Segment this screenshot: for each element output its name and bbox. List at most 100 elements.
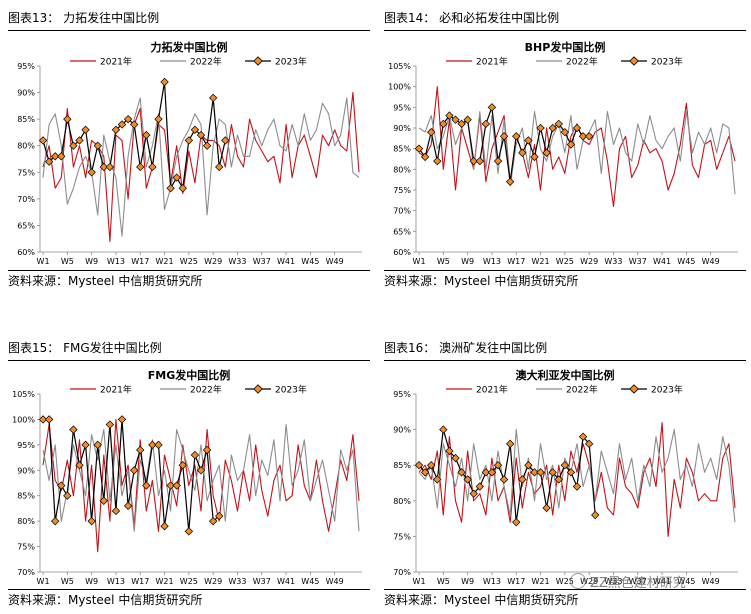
data-point [427,127,436,137]
x-tick-label: W25 [556,577,574,586]
y-tick-label: 95% [393,390,411,399]
data-point [487,103,497,112]
chart-title: FMG发中国比例 [148,368,231,382]
legend-marker [629,384,639,394]
data-point [38,136,48,145]
y-tick-label: 90% [393,426,411,435]
data-point [148,440,157,450]
x-tick-label: W9 [461,257,474,266]
y-tick-label: 75% [17,543,35,552]
data-point [591,510,600,520]
x-tick-label: W5 [61,257,74,266]
data-point [57,481,66,490]
legend-label: 2021年 [476,56,508,68]
data-point [63,491,72,500]
x-tick-label: W33 [604,257,622,266]
data-point [184,136,194,145]
chart-title: BHP发中国比例 [525,40,606,54]
data-point [202,445,212,455]
data-point [499,132,509,141]
data-point [572,123,582,133]
figure-header-text: 图表16： 澳洲矿发往中国比例 [384,341,548,355]
x-axis: W1 W5 W9 W13 W17 W21 W25 W29 W33 W37 W41 W45 W49 [37,571,362,586]
data-point [469,156,478,166]
series-line [42,423,360,532]
series-line [418,86,736,208]
legend-marker [253,56,263,66]
x-axis: W1 W5 W9 W13 W17 W21 W25 W29 W33 W37 W41 W45 W49 [413,571,738,586]
data-point [75,461,84,470]
x-tick-label: W13 [107,577,125,586]
data-point [420,468,430,477]
data-point [475,482,484,491]
legend-label: 2023年 [651,384,683,396]
figure-header: 图表14： 必和必拓发往中国比例 [384,8,746,31]
x-tick-label: W45 [677,577,695,586]
data-point [439,425,448,434]
series-line [418,429,736,523]
x-tick-label: W13 [483,577,501,586]
legend-marker [253,384,263,394]
data-point [81,125,90,134]
x-tick-label: W9 [461,577,474,586]
series-2 [42,97,360,237]
y-tick-label: 75% [393,186,411,195]
data-point [93,141,102,150]
data-point [451,115,460,124]
data-point [215,511,224,521]
chart-rio-tinto: 力拓发中国比例 2021年 2022年 2023年 60% 65% 70% 75% 80% 85%… [8,38,370,268]
x-tick-label: W41 [653,577,671,586]
data-point [51,516,60,526]
y-tick-label: 75% [393,532,411,541]
data-point [190,125,200,134]
x-tick-label: W29 [204,257,222,266]
data-point [463,115,472,124]
data-point [81,440,90,450]
y-tick-label: 90% [17,466,35,475]
data-point [166,481,175,490]
data-point [136,445,145,455]
figure-header: 图表16： 澳洲矿发往中国比例 [384,338,746,361]
data-point [51,152,60,161]
x-tick-label: W37 [629,577,647,586]
data-point [578,132,588,141]
y-tick-label: 75% [17,168,35,177]
data-point [481,468,491,477]
data-point [123,501,133,511]
legend-label: 2021年 [476,384,508,396]
data-point [445,446,454,456]
data-point [99,162,108,172]
data-point [554,475,563,484]
data-point [178,461,187,470]
figure-source-text: 资料来源：Mysteel 中信期货研究所 [8,593,203,607]
chart-title: 力拓发中国比例 [151,40,228,54]
x-tick-label: W29 [580,577,598,586]
data-point [578,432,588,441]
chart-svg: FMG发中国比例 2021年 2022年 2023年 70% 75% 80% 85% 90% 95… [12,368,362,586]
data-point [518,475,527,484]
x-tick-label: W37 [629,257,647,266]
x-tick-label: W41 [277,257,295,266]
data-point [463,475,472,484]
x-tick-label: W21 [156,577,174,586]
series-2 [418,110,736,195]
chart-svg: BHP发中国比例 2021年 2022年 2023年 60% 65% 70% 75% 80% 85… [388,40,738,266]
y-tick-label: 85% [17,492,35,501]
figure-header-text: 图表13： 力拓发往中国比例 [8,11,160,25]
x-tick-label: W9 [85,257,98,266]
y-tick-label: 90% [17,89,35,98]
y-tick-label: 90% [393,124,411,133]
y-tick-label: 60% [17,248,35,257]
data-point [548,468,557,477]
data-point [99,496,108,505]
series-3 [38,415,224,536]
data-point [196,130,206,140]
x-tick-label: W37 [253,257,271,266]
figure-header: 图表15： FMG发往中国比例 [8,338,370,361]
data-point [75,136,84,145]
data-point [524,136,533,145]
data-point [536,123,545,133]
data-point [530,468,539,477]
chart-bhp: BHP发中国比例 2021年 2022年 2023年 60% 65% 70% 75% 80% 85… [384,38,746,268]
y-axis: 70% 75% 80% 85% 90% 95% [393,390,417,577]
